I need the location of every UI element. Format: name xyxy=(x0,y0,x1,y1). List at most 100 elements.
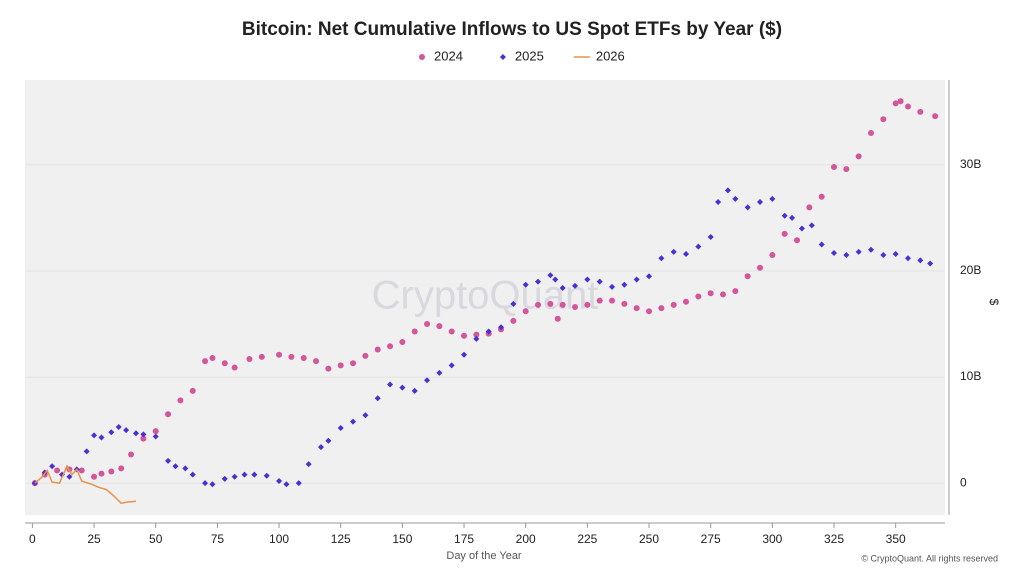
point xyxy=(547,272,554,279)
point xyxy=(165,411,172,418)
point xyxy=(202,358,209,365)
point xyxy=(843,252,850,259)
point xyxy=(905,103,912,110)
point xyxy=(209,481,216,488)
point xyxy=(66,473,73,480)
point xyxy=(897,98,904,105)
point xyxy=(258,353,265,360)
point xyxy=(905,255,912,262)
point xyxy=(411,387,418,394)
x-tick-label: 150 xyxy=(392,532,412,546)
point xyxy=(917,257,924,264)
point xyxy=(374,346,381,353)
x-tick-label: 325 xyxy=(824,532,844,546)
point xyxy=(868,246,875,253)
point xyxy=(732,288,739,295)
point xyxy=(473,335,480,342)
point xyxy=(246,356,253,363)
credit: © CryptoQuant. All rights reserved xyxy=(861,553,998,563)
point xyxy=(424,377,431,384)
point xyxy=(337,362,344,369)
point xyxy=(91,473,98,480)
point xyxy=(769,252,776,259)
x-tick-label: 350 xyxy=(886,532,906,546)
point xyxy=(263,472,270,479)
y-axis-label: $ xyxy=(987,299,1001,306)
point xyxy=(695,243,702,250)
point xyxy=(880,116,887,123)
x-tick-label: 100 xyxy=(269,532,289,546)
x-tick-label: 275 xyxy=(701,532,721,546)
point xyxy=(374,395,381,402)
point xyxy=(115,423,122,430)
point xyxy=(868,130,875,137)
point xyxy=(83,448,90,455)
point xyxy=(140,431,147,438)
point xyxy=(724,187,731,194)
point xyxy=(473,331,480,338)
y-tick-label: 20B xyxy=(960,263,981,277)
point xyxy=(843,166,850,173)
y-tick-label: 0 xyxy=(960,475,967,489)
point xyxy=(128,451,135,458)
point xyxy=(554,315,561,322)
legend-label: 2025 xyxy=(515,48,544,63)
point xyxy=(288,353,295,360)
x-tick-label: 250 xyxy=(639,532,659,546)
point xyxy=(522,308,529,315)
point xyxy=(140,435,147,442)
legend-label: 2026 xyxy=(596,48,625,63)
point xyxy=(123,427,130,434)
point xyxy=(132,430,139,437)
x-tick-label: 200 xyxy=(516,532,536,546)
point xyxy=(658,255,665,262)
point xyxy=(707,234,714,241)
point xyxy=(522,281,529,288)
legend-swatch xyxy=(499,54,506,60)
point xyxy=(510,300,517,307)
point xyxy=(448,328,455,335)
point xyxy=(461,332,468,339)
point xyxy=(695,293,702,300)
point xyxy=(621,300,628,307)
point xyxy=(152,433,159,440)
legend-swatch xyxy=(419,54,425,60)
point xyxy=(108,468,115,475)
point xyxy=(880,252,887,259)
point xyxy=(633,276,640,283)
point xyxy=(283,481,290,488)
plot-area xyxy=(25,80,945,515)
point xyxy=(781,212,788,219)
x-tick-label: 75 xyxy=(211,532,225,546)
point xyxy=(485,328,492,335)
point xyxy=(362,412,369,419)
x-tick-label: 300 xyxy=(762,532,782,546)
point xyxy=(49,463,56,470)
x-tick-label: 25 xyxy=(87,532,101,546)
point xyxy=(387,381,394,388)
point xyxy=(448,362,455,369)
point xyxy=(720,291,727,298)
point xyxy=(584,276,591,283)
point xyxy=(552,276,559,283)
point xyxy=(584,301,591,308)
point xyxy=(806,204,813,211)
point xyxy=(350,418,357,425)
point xyxy=(98,434,105,441)
point xyxy=(892,100,899,107)
point xyxy=(744,204,751,211)
chart-title: Bitcoin: Net Cumulative Inflows to US Sp… xyxy=(242,19,782,40)
point xyxy=(337,425,344,431)
point xyxy=(58,471,65,478)
point xyxy=(209,354,216,361)
point xyxy=(221,475,228,482)
point xyxy=(54,467,61,474)
point xyxy=(794,237,801,244)
point xyxy=(670,248,677,255)
point xyxy=(251,471,258,478)
point xyxy=(387,343,394,350)
point xyxy=(609,283,616,290)
point xyxy=(177,397,184,404)
point xyxy=(892,251,899,257)
point xyxy=(932,113,939,120)
